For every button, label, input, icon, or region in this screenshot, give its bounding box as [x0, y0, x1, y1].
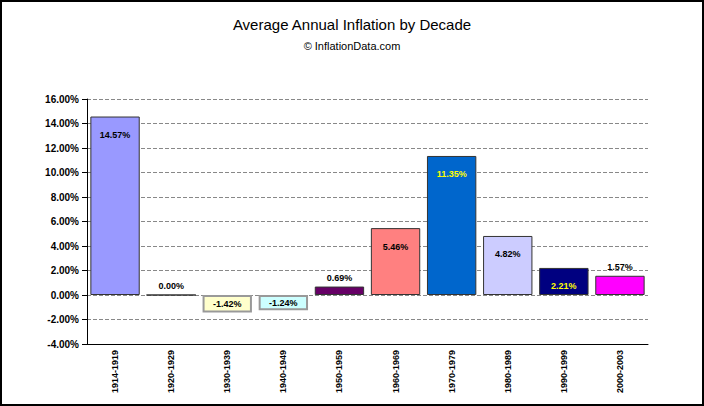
svg-text:1920-1929: 1920-1929	[166, 350, 176, 393]
svg-text:0.69%: 0.69%	[327, 273, 353, 283]
svg-text:4.82%: 4.82%	[495, 249, 521, 259]
svg-text:4.00%: 4.00%	[51, 241, 79, 252]
svg-text:© InflationData.com: © InflationData.com	[304, 40, 401, 52]
svg-text:1950-1959: 1950-1959	[334, 350, 344, 393]
svg-text:-4.00%: -4.00%	[47, 339, 79, 350]
svg-text:0.00%: 0.00%	[158, 281, 184, 291]
svg-text:12.00%: 12.00%	[45, 143, 79, 154]
svg-text:8.00%: 8.00%	[51, 192, 79, 203]
svg-text:0.00%: 0.00%	[51, 290, 79, 301]
svg-text:Average Annual Inflation by De: Average Annual Inflation by Decade	[233, 16, 471, 33]
svg-text:-2.00%: -2.00%	[47, 314, 79, 325]
svg-text:1940-1949: 1940-1949	[278, 350, 288, 393]
svg-text:16.00%: 16.00%	[45, 94, 79, 105]
svg-text:1960-1969: 1960-1969	[391, 350, 401, 393]
svg-text:1980-1989: 1980-1989	[503, 350, 513, 393]
svg-text:11.35%: 11.35%	[437, 169, 467, 179]
svg-text:14.00%: 14.00%	[45, 118, 79, 129]
svg-text:1.57%: 1.57%	[607, 262, 633, 272]
svg-text:2000-2003: 2000-2003	[615, 350, 625, 393]
svg-text:2.21%: 2.21%	[551, 281, 577, 291]
svg-text:14.57%: 14.57%	[100, 130, 131, 140]
svg-text:1930-1939: 1930-1939	[222, 350, 232, 393]
svg-text:1970-1979: 1970-1979	[447, 350, 457, 393]
svg-text:-1.24%: -1.24%	[269, 298, 298, 308]
svg-text:10.00%: 10.00%	[45, 167, 79, 178]
svg-text:5.46%: 5.46%	[383, 242, 409, 252]
svg-text:2.00%: 2.00%	[51, 265, 79, 276]
svg-text:1990-1999: 1990-1999	[559, 350, 569, 393]
svg-text:6.00%: 6.00%	[51, 216, 79, 227]
svg-text:1914-1919: 1914-1919	[110, 350, 120, 393]
svg-text:-1.42%: -1.42%	[213, 299, 242, 309]
